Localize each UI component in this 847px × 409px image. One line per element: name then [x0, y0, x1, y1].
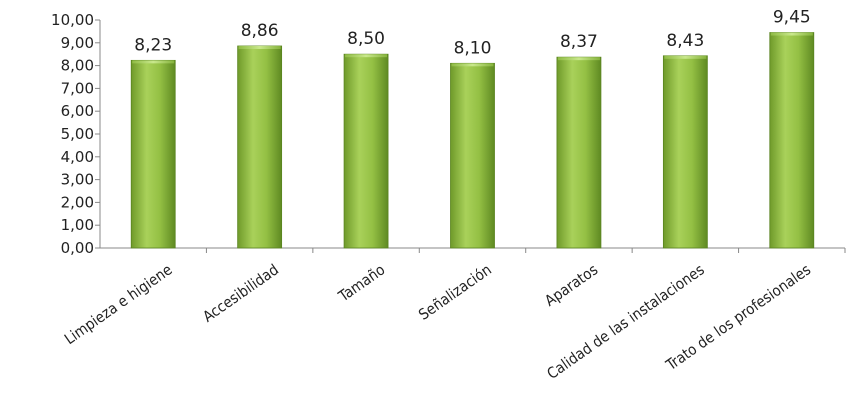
bar-cap [664, 55, 707, 59]
y-tick-label: 10,00 [51, 11, 94, 29]
y-tick-label: 1,00 [61, 216, 94, 234]
bar [130, 59, 176, 249]
y-tick-label: 4,00 [61, 148, 94, 166]
chart-axes: 0,00 1,00 2,00 3,00 4,00 5,00 6,00 7,00 8,00 9,00… [51, 11, 846, 257]
y-tick-label: 5,00 [61, 125, 94, 143]
bar [556, 56, 602, 249]
data-label: 8,23 [134, 35, 172, 55]
bar-cap [238, 45, 281, 49]
bar [769, 32, 815, 249]
category-label: Limpieza e higiene [61, 261, 175, 349]
bar [237, 45, 283, 249]
y-tick-label: 7,00 [61, 79, 94, 97]
data-label: 8,43 [666, 31, 704, 51]
y-tick-label: 9,00 [61, 34, 94, 52]
category-label: Tamaño [334, 261, 388, 306]
y-tick-label: 2,00 [61, 193, 94, 211]
y-tick-label: 3,00 [61, 171, 94, 189]
bar-cap [557, 57, 600, 61]
y-tick-label: 0,00 [61, 239, 94, 257]
bar-cap [770, 32, 813, 36]
category-label: Aparatos [541, 261, 601, 310]
data-label: 9,45 [773, 8, 811, 28]
category-label: Accesibilidad [199, 261, 282, 326]
bar [343, 53, 389, 249]
data-label: 8,86 [241, 21, 279, 41]
data-label: 8,10 [454, 38, 492, 58]
bar-cap [345, 54, 388, 58]
category-label: Señalización [415, 261, 495, 324]
bar [662, 55, 708, 249]
data-label: 8,37 [560, 32, 598, 52]
chart-bars [130, 32, 815, 249]
bar-cap [451, 63, 494, 67]
y-tick-label: 8,00 [61, 57, 94, 75]
bar [450, 62, 495, 249]
data-label: 8,50 [347, 29, 385, 49]
y-tick-label: 6,00 [61, 102, 94, 120]
bar-cap [132, 60, 175, 64]
